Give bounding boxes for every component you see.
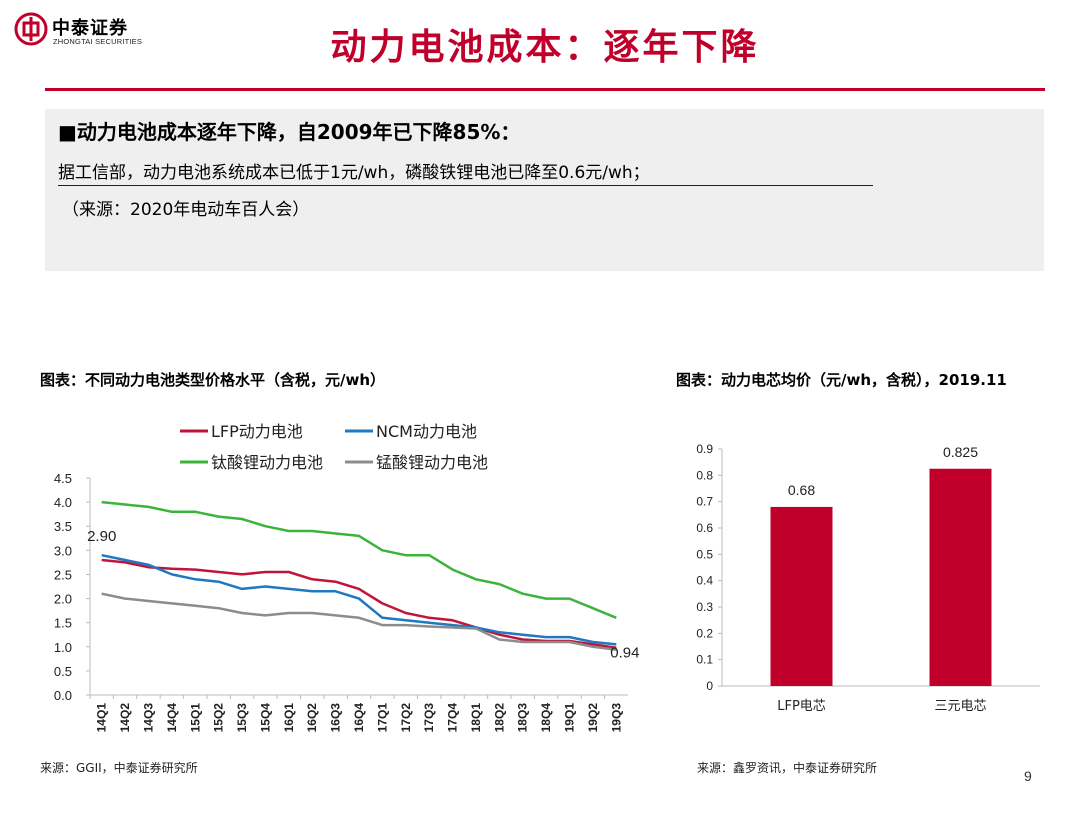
bar-value-label: 0.68 (788, 482, 815, 498)
summary-box (45, 109, 1044, 271)
bar-chart-y-tick-label: 0 (706, 679, 713, 693)
bar-chart-y-tick-label: 0.7 (696, 495, 713, 509)
bar-1 (770, 506, 833, 686)
line-series-lmo (101, 592, 617, 651)
line-chart-x-tick-label: 15Q2 (212, 703, 226, 733)
line-chart-source: 来源：GGII，中泰证券研究所 (40, 761, 198, 775)
line-chart-x-tick-label: 19Q3 (609, 703, 623, 733)
line-chart-x-tick-label: 17Q1 (375, 703, 389, 733)
summary-source: （来源：2020年电动车百人会） (62, 200, 310, 220)
line-chart-x-tick-label: 17Q4 (446, 703, 460, 733)
logo-english-name: ZHONGTAI SECURITIES (53, 37, 143, 46)
line-chart-y-tick-label: 4.0 (54, 495, 72, 510)
line-chart-x-tick-label: 19Q2 (586, 703, 600, 733)
bar-category-label: 三元电芯 (934, 699, 986, 714)
bar-category-label: LFP电芯 (777, 699, 826, 714)
line-series-lto (101, 500, 617, 619)
line-chart-x-tick-label: 16Q1 (282, 703, 296, 733)
legend-label-lfp: LFP动力电池 (211, 422, 303, 441)
bar-chart-y-tick-label: 0.5 (696, 547, 713, 561)
zhongtai-logo-icon (14, 12, 48, 46)
line-chart-x-tick-label: 14Q4 (165, 703, 179, 733)
line-chart-annotation: 2.90 (87, 528, 116, 545)
line-chart-x-tick-label: 18Q3 (516, 703, 530, 733)
line-chart-y-tick-label: 0.0 (54, 688, 72, 703)
line-chart-y-tick-label: 2.0 (54, 592, 72, 607)
line-chart-x-tick-label: 14Q2 (118, 703, 132, 733)
line-chart-y-tick-label: 2.5 (54, 567, 72, 582)
legend-label-ncm: NCM动力电池 (376, 422, 477, 441)
line-chart-y-tick-label: 4.5 (54, 471, 72, 486)
line-chart-x-tick-label: 18Q4 (539, 703, 553, 733)
line-chart-x-tick-label: 17Q2 (399, 703, 413, 733)
line-chart-x-tick-label: 19Q1 (563, 703, 577, 733)
line-chart-x-tick-label: 16Q3 (329, 703, 343, 733)
line-series-lfp (101, 558, 617, 649)
line-chart-x-tick-label: 14Q3 (141, 703, 155, 733)
bar-chart-source: 来源：鑫罗资讯，中泰证券研究所 (697, 761, 878, 775)
page-title: 动力电池成本：逐年下降 (330, 26, 760, 68)
bar-chart-y-tick-label: 0.3 (696, 600, 713, 614)
line-chart-x-tick-label: 15Q1 (188, 703, 202, 733)
company-logo: 中泰证券 ZHONGTAI SECURITIES (14, 12, 164, 52)
bar-chart-y-tick-label: 0.1 (696, 653, 713, 667)
line-chart-x-tick-label: 17Q3 (422, 703, 436, 733)
line-chart-y-tick-label: 1.0 (54, 640, 72, 655)
bar-chart-title: 图表：动力电芯均价（元/wh，含税），2019.11 (676, 371, 1007, 389)
bar-chart-y-tick-label: 0.2 (696, 626, 713, 640)
page-number: 9 (1024, 768, 1032, 784)
line-chart-y-tick-label: 1.5 (54, 616, 72, 631)
summary-headline: ■动力电池成本逐年下降，自2009年已下降85%： (58, 120, 521, 144)
line-chart-x-tick-label: 15Q3 (235, 703, 249, 733)
bar-chart-y-tick-label: 0.4 (696, 574, 713, 588)
line-chart-annotation: 0.94 (610, 645, 639, 662)
bar-value-label: 0.825 (943, 444, 978, 460)
bar-chart-y-tick-label: 0.6 (696, 521, 713, 535)
summary-detail: 据工信部，动力电池系统成本已低于1元/wh，磷酸铁锂电池已降至0.6元/wh； (58, 158, 873, 186)
bar-chart-y-tick-label: 0.9 (696, 442, 713, 456)
line-chart-x-tick-label: 15Q4 (258, 703, 272, 733)
legend-label-lmo: 锰酸锂动力电池 (376, 453, 488, 472)
logo-chinese-name: 中泰证券 (52, 18, 128, 39)
line-chart-y-tick-label: 3.5 (54, 519, 72, 534)
legend-label-lto: 钛酸锂动力电池 (211, 453, 323, 472)
line-chart-title: 图表：不同动力电池类型价格水平（含税，元/wh） (40, 371, 386, 389)
line-chart-x-tick-label: 14Q1 (95, 703, 109, 733)
line-series-ncm (101, 553, 617, 646)
bar-2 (929, 468, 992, 686)
line-chart-x-tick-label: 16Q2 (305, 703, 319, 733)
line-chart-y-tick-label: 3.0 (54, 543, 72, 558)
line-chart-y-tick-label: 0.5 (54, 664, 72, 679)
line-chart-x-tick-label: 18Q1 (469, 703, 483, 733)
line-chart-x-tick-label: 16Q4 (352, 703, 366, 733)
line-chart-x-tick-label: 18Q2 (492, 703, 506, 733)
title-divider (45, 88, 1045, 91)
bar-chart-y-tick-label: 0.8 (696, 468, 713, 482)
